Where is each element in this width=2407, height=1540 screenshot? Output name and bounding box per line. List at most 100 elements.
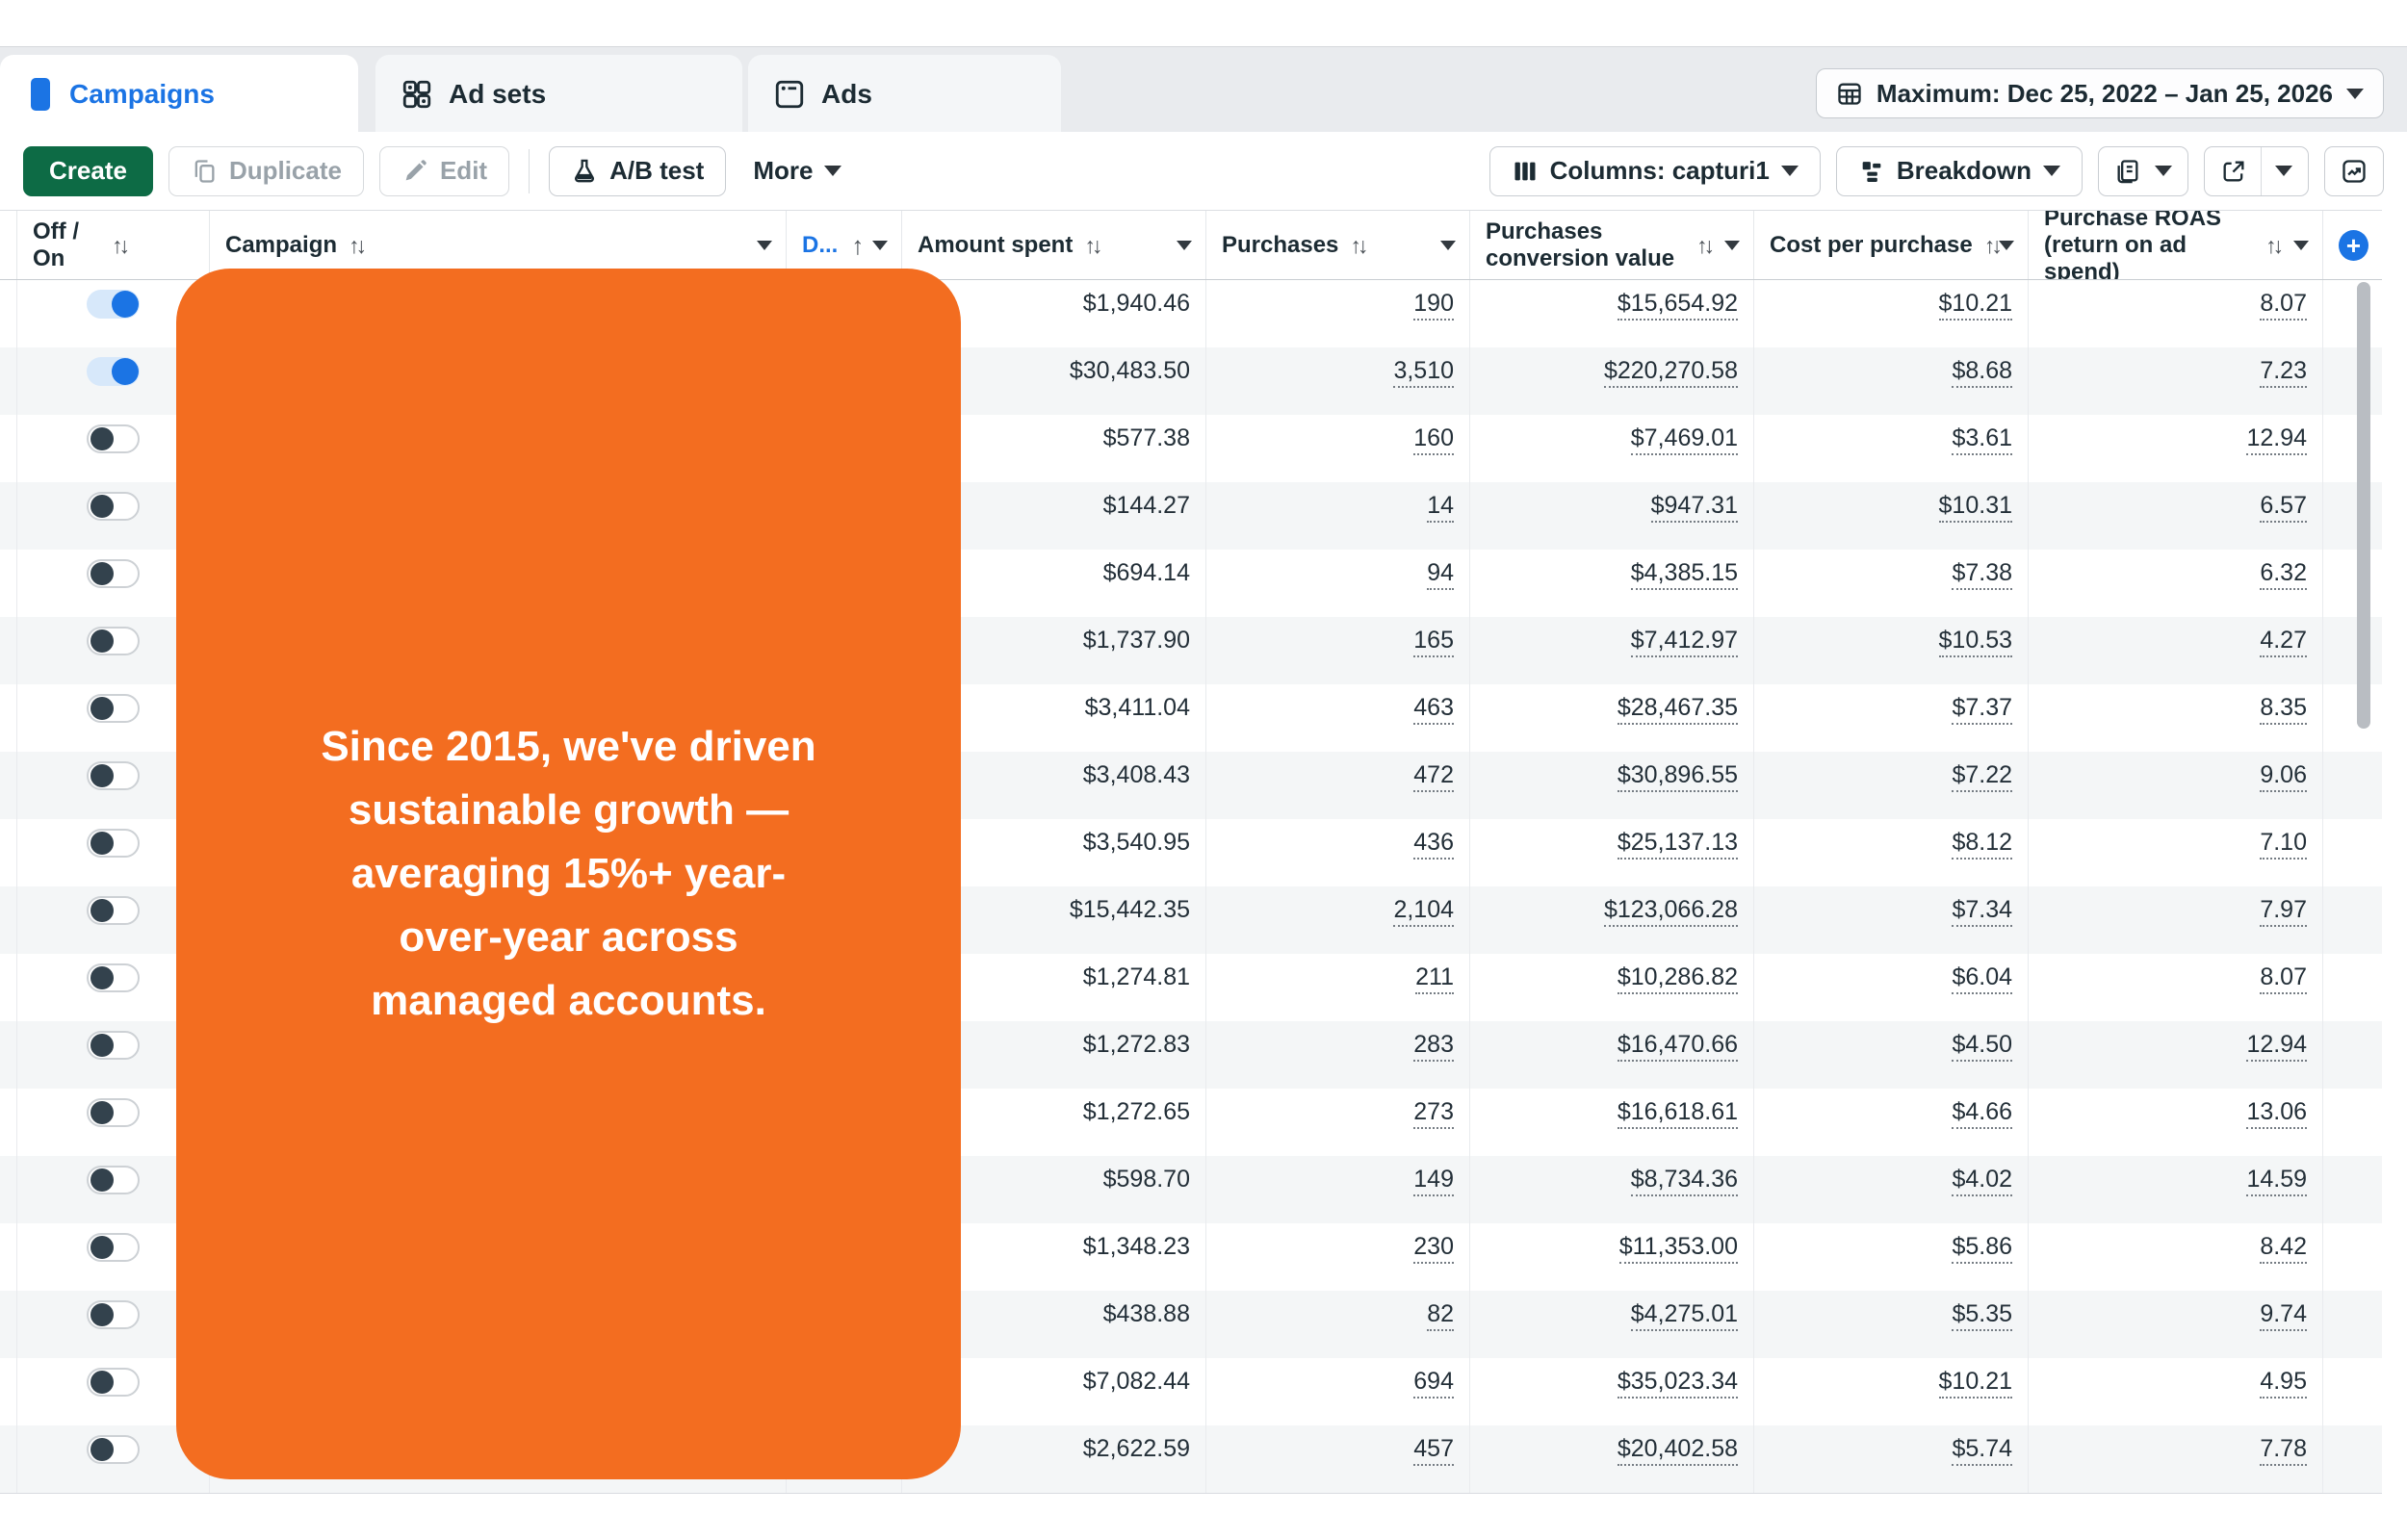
purchases-value[interactable]: 165 [1413, 627, 1454, 657]
cost-per-purchase-value[interactable]: $7.38 [1952, 559, 2012, 590]
sort-icon[interactable]: ↑↓ [1084, 232, 1102, 258]
charts-button[interactable] [2324, 145, 2384, 196]
header-campaign[interactable]: Campaign ↑↓ [210, 211, 787, 279]
filter-caret-icon[interactable] [1177, 240, 1192, 250]
sort-icon[interactable]: ↑↓ [1350, 232, 1368, 258]
sort-icon[interactable]: ↑↓ [112, 232, 130, 258]
conversion-value-value[interactable]: $35,023.34 [1617, 1368, 1738, 1399]
edit-button[interactable]: Edit [378, 145, 510, 196]
tab-ads[interactable]: Ads [748, 55, 1061, 133]
tab-campaigns[interactable]: Campaigns [0, 55, 358, 133]
conversion-value-value[interactable]: $11,353.00 [1618, 1233, 1738, 1264]
sort-icon[interactable]: ↑↓ [2265, 232, 2284, 258]
conversion-value-value[interactable]: $16,618.61 [1617, 1098, 1738, 1129]
cost-per-purchase-value[interactable]: $5.35 [1952, 1300, 2012, 1331]
roas-value[interactable]: 13.06 [2246, 1098, 2307, 1129]
conversion-value-value[interactable]: $4,275.01 [1630, 1300, 1738, 1331]
conversion-value-value[interactable]: $7,469.01 [1630, 424, 1738, 455]
reports-button[interactable] [2098, 145, 2188, 196]
purchases-value[interactable]: 94 [1427, 559, 1454, 590]
cost-per-purchase-value[interactable]: $5.86 [1952, 1233, 2012, 1264]
purchases-value[interactable]: 230 [1413, 1233, 1454, 1264]
ab-test-button[interactable]: A/B test [549, 145, 727, 196]
row-toggle[interactable] [87, 829, 140, 858]
row-toggle[interactable] [87, 559, 140, 588]
cost-per-purchase-value[interactable]: $4.66 [1952, 1098, 2012, 1129]
conversion-value-value[interactable]: $4,385.15 [1630, 559, 1738, 590]
purchases-value[interactable]: 472 [1413, 761, 1454, 792]
conversion-value-value[interactable]: $30,896.55 [1617, 761, 1738, 792]
purchases-value[interactable]: 283 [1413, 1031, 1454, 1062]
filter-caret-icon[interactable] [1440, 240, 1456, 250]
purchases-value[interactable]: 2,104 [1393, 896, 1454, 927]
roas-value[interactable]: 9.74 [2260, 1300, 2307, 1331]
conversion-value-value[interactable]: $7,412.97 [1630, 627, 1738, 657]
cost-per-purchase-value[interactable]: $6.04 [1952, 963, 2012, 994]
roas-value[interactable]: 7.97 [2260, 896, 2307, 927]
roas-value[interactable]: 4.95 [2260, 1368, 2307, 1399]
cost-per-purchase-value[interactable]: $10.31 [1938, 492, 2012, 523]
vertical-scrollbar-thumb[interactable] [2357, 282, 2370, 729]
row-toggle[interactable] [87, 1031, 140, 1060]
purchases-value[interactable]: 149 [1413, 1166, 1454, 1196]
header-purchases[interactable]: Purchases ↑↓ [1206, 211, 1470, 279]
roas-value[interactable]: 7.10 [2260, 829, 2307, 860]
cost-per-purchase-value[interactable]: $7.34 [1952, 896, 2012, 927]
row-toggle[interactable] [87, 761, 140, 790]
date-range-selector[interactable]: Maximum: Dec 25, 2022 – Jan 25, 2026 [1815, 68, 2384, 118]
cost-per-purchase-value[interactable]: $10.53 [1938, 627, 2012, 657]
conversion-value-value[interactable]: $28,467.35 [1617, 694, 1738, 725]
purchases-value[interactable]: 457 [1413, 1435, 1454, 1466]
columns-button[interactable]: Columns: capturi1 [1488, 145, 1821, 196]
sort-asc-icon[interactable]: ↑ [851, 230, 865, 260]
conversion-value-value[interactable]: $10,286.82 [1617, 963, 1738, 994]
purchases-value[interactable]: 436 [1413, 829, 1454, 860]
roas-value[interactable]: 6.57 [2260, 492, 2307, 523]
row-toggle[interactable] [87, 424, 140, 453]
purchases-value[interactable]: 463 [1413, 694, 1454, 725]
roas-value[interactable]: 8.35 [2260, 694, 2307, 725]
header-off-on[interactable]: Off / On ↑↓ [17, 211, 210, 279]
purchases-value[interactable]: 160 [1413, 424, 1454, 455]
row-toggle[interactable] [87, 290, 140, 319]
filter-caret-icon[interactable] [757, 240, 772, 250]
roas-value[interactable]: 6.32 [2260, 559, 2307, 590]
conversion-value-value[interactable]: $16,470.66 [1617, 1031, 1738, 1062]
purchases-value[interactable]: 190 [1413, 290, 1454, 321]
filter-caret-icon[interactable] [2293, 240, 2309, 250]
conversion-value-value[interactable]: $947.31 [1650, 492, 1738, 523]
cost-per-purchase-value[interactable]: $8.68 [1952, 357, 2012, 388]
purchases-value[interactable]: 694 [1413, 1368, 1454, 1399]
row-toggle[interactable] [87, 1435, 140, 1464]
roas-value[interactable]: 12.94 [2246, 1031, 2307, 1062]
purchases-value[interactable]: 14 [1427, 492, 1454, 523]
add-column-icon[interactable]: + [2339, 229, 2368, 261]
purchases-value[interactable]: 211 [1415, 963, 1454, 994]
row-toggle[interactable] [87, 1166, 140, 1194]
cost-per-purchase-value[interactable]: $4.02 [1952, 1166, 2012, 1196]
roas-value[interactable]: 4.27 [2260, 627, 2307, 657]
conversion-value-value[interactable]: $220,270.58 [1603, 357, 1738, 388]
row-toggle[interactable] [87, 1300, 140, 1329]
cost-per-purchase-value[interactable]: $4.50 [1952, 1031, 2012, 1062]
purchases-value[interactable]: 82 [1427, 1300, 1454, 1331]
roas-value[interactable]: 14.59 [2246, 1166, 2307, 1196]
header-conversion-value[interactable]: Purchases conversion value ↑↓ [1470, 211, 1754, 279]
purchases-value[interactable]: 273 [1413, 1098, 1454, 1129]
cost-per-purchase-value[interactable]: $7.22 [1952, 761, 2012, 792]
conversion-value-value[interactable]: $123,066.28 [1603, 896, 1738, 927]
conversion-value-value[interactable]: $20,402.58 [1617, 1435, 1738, 1466]
sort-icon[interactable]: ↑↓ [1983, 232, 2003, 258]
roas-value[interactable]: 12.94 [2246, 424, 2307, 455]
header-delivery[interactable]: D... ↑ [787, 211, 902, 279]
roas-value[interactable]: 8.42 [2260, 1233, 2307, 1264]
cost-per-purchase-value[interactable]: $10.21 [1938, 290, 2012, 321]
roas-value[interactable]: 7.78 [2260, 1435, 2307, 1466]
cost-per-purchase-value[interactable]: $8.12 [1952, 829, 2012, 860]
tab-ad-sets[interactable]: Ad sets [375, 55, 742, 133]
create-button[interactable]: Create [23, 145, 153, 196]
breakdown-button[interactable]: Breakdown [1835, 145, 2083, 196]
conversion-value-value[interactable]: $15,654.92 [1617, 290, 1738, 321]
header-purchase-roas[interactable]: Purchase ROAS (return on ad spend) ↑↓ [2029, 211, 2323, 279]
row-toggle[interactable] [87, 357, 140, 386]
